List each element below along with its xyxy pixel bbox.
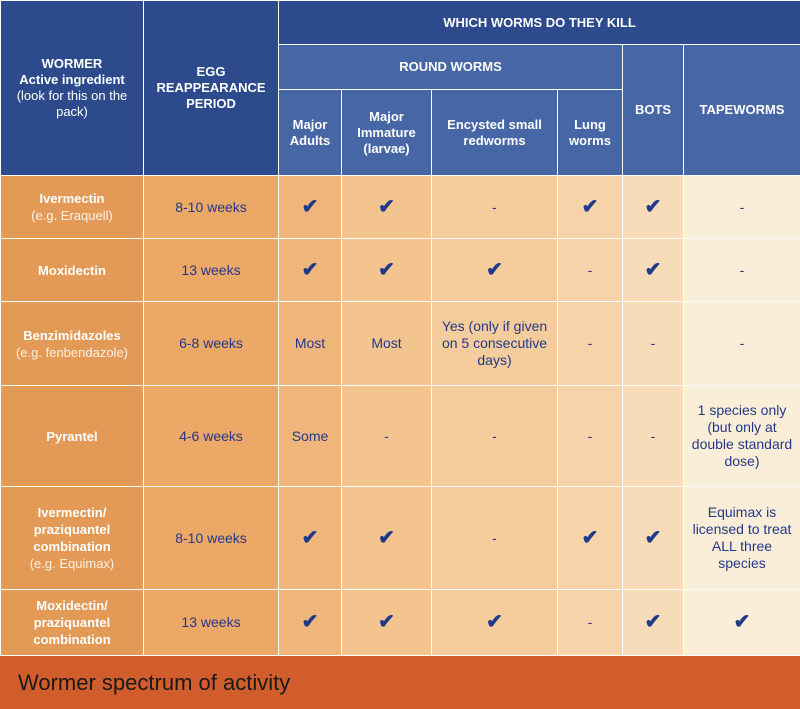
cell-encysted: - xyxy=(431,486,558,590)
row-example: (e.g. Eraquell) xyxy=(31,208,113,223)
table-row: Benzimidazoles (e.g. fenbendazole) 6-8 we… xyxy=(0,301,800,386)
row-name: Ivermectin xyxy=(39,191,105,206)
header-tapeworms: TAPEWORMS xyxy=(683,44,800,176)
row-name-cell: Pyrantel xyxy=(0,385,144,487)
header-wormer-sub2: (look for this on the pack) xyxy=(16,88,128,119)
header-encysted: Encysted small redworms xyxy=(431,89,558,176)
wormer-table: WORMER Active ingredient (look for this … xyxy=(0,0,800,656)
cell-adults: Most xyxy=(278,301,342,386)
header-wormer-sub1: Active ingredient xyxy=(19,72,125,87)
cell-tape: - xyxy=(683,175,800,239)
row-name: Moxidectin xyxy=(38,262,106,278)
row-name: Pyrantel xyxy=(46,428,98,444)
cell-period: 8-10 weeks xyxy=(143,486,279,590)
cell-tape: 1 species only (but only at double stand… xyxy=(683,385,800,487)
cell-encysted: - xyxy=(431,175,558,239)
cell-lung: - xyxy=(557,385,623,487)
row-name: Moxidectin/ praziquantel combination xyxy=(33,598,111,647)
cell-lung: - xyxy=(557,301,623,386)
cell-encysted: ✔ xyxy=(431,589,558,656)
header-major-adults: Major Adults xyxy=(278,89,342,176)
row-name-cell: Moxidectin/ praziquantel combination xyxy=(0,589,144,656)
header-round-worms: ROUND WORMS xyxy=(278,44,623,90)
header-wormer: WORMER Active ingredient (look for this … xyxy=(0,0,144,176)
cell-lung: - xyxy=(557,238,623,302)
cell-tape: ✔ xyxy=(683,589,800,656)
table-row: Moxidectin 13 weeks ✔ ✔ ✔ - ✔ - xyxy=(0,238,800,302)
cell-period: 13 weeks xyxy=(143,589,279,656)
cell-lung: - xyxy=(557,589,623,656)
cell-encysted: Yes (only if given on 5 consecutive days… xyxy=(431,301,558,386)
cell-immature: ✔ xyxy=(341,589,432,656)
row-name: Benzimidazoles xyxy=(23,327,121,343)
cell-period: 4-6 weeks xyxy=(143,385,279,487)
cell-bots: - xyxy=(622,385,684,487)
cell-period: 8-10 weeks xyxy=(143,175,279,239)
cell-adults: ✔ xyxy=(278,238,342,302)
row-example: (e.g. Equimax) xyxy=(29,556,115,571)
header-lung-worms: Lung worms xyxy=(557,89,623,176)
cell-immature: ✔ xyxy=(341,486,432,590)
cell-immature: ✔ xyxy=(341,238,432,302)
cell-encysted: ✔ xyxy=(431,238,558,302)
cell-bots: ✔ xyxy=(622,486,684,590)
cell-adults: Some xyxy=(278,385,342,487)
cell-tape: - xyxy=(683,238,800,302)
header-which-worms: WHICH WORMS DO THEY KILL xyxy=(278,0,800,45)
row-name-cell: Benzimidazoles (e.g. fenbendazole) xyxy=(0,301,144,386)
table-row: Ivermectin (e.g. Eraquell) 8-10 weeks ✔ ✔… xyxy=(0,175,800,239)
cell-period: 13 weeks xyxy=(143,238,279,302)
table-row: Ivermectin/ praziquantel combination (e.g… xyxy=(0,486,800,590)
cell-encysted: - xyxy=(431,385,558,487)
cell-bots: ✔ xyxy=(622,175,684,239)
cell-immature: Most xyxy=(341,301,432,386)
row-example: (e.g. fenbendazole) xyxy=(15,344,129,360)
row-name-cell: Moxidectin xyxy=(0,238,144,302)
header-egg-period: EGG REAPPEARANCE PERIOD xyxy=(143,0,279,176)
cell-period: 6-8 weeks xyxy=(143,301,279,386)
cell-adults: ✔ xyxy=(278,589,342,656)
cell-immature: - xyxy=(341,385,432,487)
table-row: Moxidectin/ praziquantel combination 13 … xyxy=(0,589,800,656)
cell-bots: ✔ xyxy=(622,589,684,656)
cell-lung: ✔ xyxy=(557,175,623,239)
cell-adults: ✔ xyxy=(278,175,342,239)
table-row: Pyrantel 4-6 weeks Some - - - - 1 specie… xyxy=(0,385,800,487)
cell-immature: ✔ xyxy=(341,175,432,239)
figure-caption: Wormer spectrum of activity xyxy=(0,656,800,709)
cell-adults: ✔ xyxy=(278,486,342,590)
header-wormer-title: WORMER xyxy=(41,56,103,71)
row-name: Ivermectin/ praziquantel combination xyxy=(33,505,111,554)
cell-bots: - xyxy=(622,301,684,386)
header-bots: BOTS xyxy=(622,44,684,176)
cell-tape: Equimax is licensed to treat ALL three s… xyxy=(683,486,800,590)
cell-lung: ✔ xyxy=(557,486,623,590)
row-name-cell: Ivermectin/ praziquantel combination (e.g… xyxy=(0,486,144,590)
header-major-immature: Major Immature (larvae) xyxy=(341,89,432,176)
cell-bots: ✔ xyxy=(622,238,684,302)
cell-tape: - xyxy=(683,301,800,386)
row-name-cell: Ivermectin (e.g. Eraquell) xyxy=(0,175,144,239)
